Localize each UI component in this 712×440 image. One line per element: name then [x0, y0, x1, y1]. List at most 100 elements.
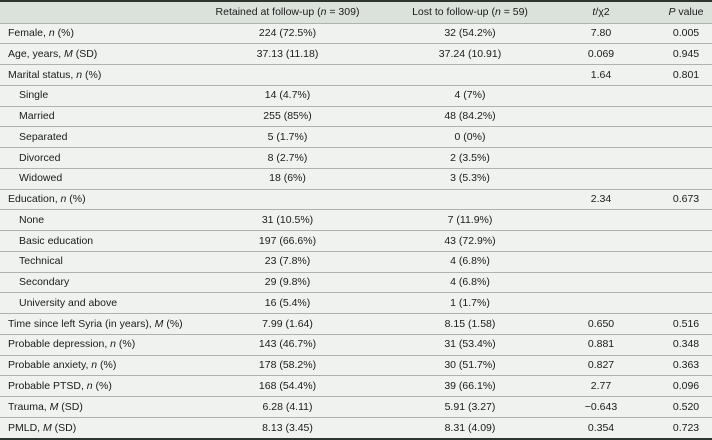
lost-cell: 32 (54.2%) — [444, 27, 496, 40]
lost-cell: 7 (11.9%) — [447, 213, 493, 226]
row-label-cell: Time since left Syria (in years), M (%) — [8, 317, 183, 330]
table-row: Secondary 29 (9.8%) 4 (6.8%) — [0, 272, 712, 293]
retained-cell: 8.13 (3.45) — [262, 421, 313, 434]
table-row: Trauma, M (SD) 6.28 (4.11) 5.91 (3.27) −… — [0, 396, 712, 418]
stat-cell — [550, 231, 652, 252]
row-label-cell: Age, years, M (SD) — [8, 47, 98, 60]
retained-cell: 8 (2.7%) — [267, 151, 308, 164]
pvalue-cell: 0.348 — [672, 338, 700, 351]
lost-cell: 30 (51.7%) — [444, 359, 496, 372]
pvalue-cell — [652, 251, 712, 272]
retained-cell: 18 (6%) — [269, 172, 306, 185]
table-row: Probable depression, n (%) 143 (46.7%) 3… — [0, 334, 712, 355]
row-label-cell: Separated — [19, 130, 68, 143]
stat-cell: 0.069 — [587, 47, 615, 60]
stat-cell: 0.881 — [587, 338, 615, 351]
pvalue-cell: 0.520 — [672, 400, 700, 413]
col-header-lost: Lost to follow-up (n = 59) — [412, 6, 528, 18]
row-label-cell: Divorced — [19, 151, 61, 164]
row-label-cell: Secondary — [19, 276, 70, 289]
pvalue-cell: 0.801 — [672, 68, 700, 81]
stat-cell — [550, 106, 652, 127]
stat-cell — [550, 127, 652, 148]
stat-cell: 0.650 — [587, 317, 615, 330]
row-label-cell: PMLD, M (SD) — [8, 421, 77, 434]
row-label-cell: Education, n (%) — [8, 193, 86, 206]
stat-cell: 1.64 — [590, 68, 612, 81]
pvalue-cell: 0.673 — [672, 193, 700, 206]
retained-cell — [185, 65, 390, 86]
pvalue-cell — [652, 148, 712, 169]
lost-cell: 37.24 (10.91) — [438, 47, 502, 60]
stat-cell — [550, 148, 652, 169]
table-row: University and above 16 (5.4%) 1 (1.7%) — [0, 292, 712, 314]
stat-cell: 0.827 — [587, 359, 615, 372]
retained-cell: 31 (10.5%) — [261, 213, 314, 226]
lost-cell: 31 (53.4%) — [444, 338, 496, 351]
table-row: Probable anxiety, n (%) 178 (58.2%) 30 (… — [0, 355, 712, 376]
header-row: Retained at follow-up (n = 309) Lost to … — [0, 1, 712, 23]
lost-cell: 43 (72.9%) — [444, 234, 496, 247]
retained-cell: 6.28 (4.11) — [262, 400, 313, 413]
row-label-cell: None — [19, 213, 45, 226]
pvalue-cell — [652, 168, 712, 189]
table-row: Single 14 (4.7%) 4 (7%) — [0, 85, 712, 106]
row-label-cell: Technical — [19, 255, 63, 268]
table-row: Time since left Syria (in years), M (%) … — [0, 313, 712, 335]
stat-cell: 2.77 — [590, 379, 612, 392]
col-header-retained: Retained at follow-up (n = 309) — [215, 6, 360, 18]
retained-cell: 7.99 (1.64) — [262, 317, 313, 330]
lost-cell: 4 (7%) — [454, 89, 486, 102]
retained-cell: 197 (66.6%) — [258, 234, 317, 247]
pvalue-cell — [652, 231, 712, 252]
lost-cell: 1 (1.7%) — [450, 296, 490, 309]
row-label-cell: Single — [19, 89, 49, 102]
table-row: Age, years, M (SD) 37.13 (11.18) 37.24 (… — [0, 43, 712, 65]
lost-cell: 8.15 (1.58) — [444, 317, 496, 330]
row-label-cell: Probable depression, n (%) — [8, 338, 136, 351]
table-row: Female, n (%) 224 (72.5%) 32 (54.2%) 7.8… — [0, 23, 712, 44]
retained-cell: 224 (72.5%) — [258, 27, 317, 40]
lost-cell: 2 (3.5%) — [450, 151, 490, 164]
lost-cell: 0 (0%) — [454, 130, 486, 143]
lost-cell: 3 (5.3%) — [450, 172, 490, 185]
table-row: Technical 23 (7.8%) 4 (6.8%) — [0, 251, 712, 272]
row-label-cell: Trauma, M (SD) — [8, 400, 83, 413]
pvalue-cell — [652, 210, 712, 231]
lost-cell: 39 (66.1%) — [444, 379, 496, 392]
pvalue-cell — [652, 106, 712, 127]
lost-cell — [390, 189, 550, 210]
pvalue-cell: 0.363 — [672, 359, 700, 372]
table-row: Marital status, n (%) 1.64 0.801 — [0, 64, 712, 86]
table-row: Divorced 8 (2.7%) 2 (3.5%) — [0, 147, 712, 169]
table-body: Female, n (%) 224 (72.5%) 32 (54.2%) 7.8… — [0, 23, 712, 439]
row-label-cell: Probable anxiety, n (%) — [8, 359, 117, 372]
stat-cell — [550, 272, 652, 293]
lost-cell — [390, 65, 550, 86]
retained-cell: 37.13 (11.18) — [256, 47, 319, 60]
retained-cell: 255 (85%) — [263, 110, 312, 123]
pvalue-cell: 0.516 — [672, 317, 700, 330]
col-header-statistic: t/χ2 — [592, 6, 610, 18]
retained-cell: 23 (7.8%) — [264, 255, 311, 268]
retained-cell: 168 (54.4%) — [258, 379, 317, 392]
row-label-cell: Female, n (%) — [8, 27, 74, 40]
retained-cell: 5 (1.7%) — [267, 130, 308, 143]
pvalue-cell — [652, 293, 712, 314]
table-row: Widowed 18 (6%) 3 (5.3%) — [0, 168, 712, 189]
row-label-cell: Basic education — [19, 234, 94, 247]
table-row: Probable PTSD, n (%) 168 (54.4%) 39 (66.… — [0, 375, 712, 397]
retained-cell: 14 (4.7%) — [264, 89, 311, 102]
row-label-cell: Probable PTSD, n (%) — [8, 379, 112, 392]
retained-cell — [185, 189, 390, 210]
table-row: Separated 5 (1.7%) 0 (0%) — [0, 126, 712, 148]
table-row: None 31 (10.5%) 7 (11.9%) — [0, 209, 712, 231]
pvalue-cell — [652, 127, 712, 148]
col-header-variable — [0, 1, 185, 23]
table-header: Retained at follow-up (n = 309) Lost to … — [0, 1, 712, 23]
pvalue-cell: 0.096 — [672, 379, 700, 392]
stat-cell: 2.34 — [590, 193, 612, 206]
stat-cell: 0.354 — [587, 421, 615, 434]
